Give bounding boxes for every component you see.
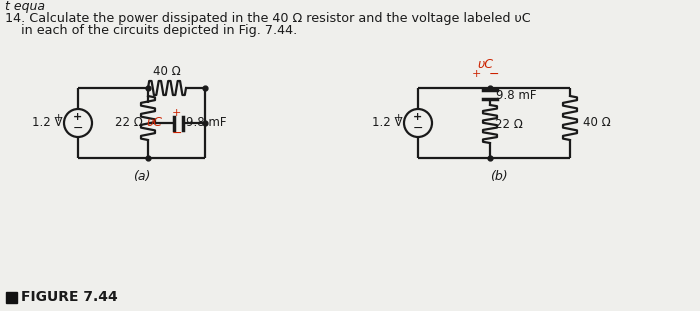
Text: 9.8 mF: 9.8 mF — [186, 117, 227, 129]
Text: −: − — [172, 127, 182, 140]
Text: (b): (b) — [490, 170, 507, 183]
Text: in each of the circuits depicted in Fig. 7.44.: in each of the circuits depicted in Fig.… — [5, 24, 297, 37]
Text: −: − — [73, 122, 83, 135]
Text: (a): (a) — [133, 170, 150, 183]
Text: υC: υC — [146, 117, 162, 129]
Text: υC: υC — [478, 58, 494, 72]
Text: −: − — [413, 122, 424, 135]
Text: t equa: t equa — [5, 0, 45, 13]
Text: −: − — [489, 67, 499, 81]
Text: 40 Ω: 40 Ω — [583, 117, 610, 129]
Text: 1.2 V: 1.2 V — [372, 115, 402, 128]
Text: 14. Calculate the power dissipated in the 40 Ω resistor and the voltage labeled : 14. Calculate the power dissipated in th… — [5, 12, 531, 25]
Text: FIGURE 7.44: FIGURE 7.44 — [21, 290, 118, 304]
Text: +: + — [172, 108, 181, 118]
Text: 22 Ω: 22 Ω — [115, 117, 143, 129]
Text: 22 Ω: 22 Ω — [495, 118, 523, 131]
Text: +: + — [414, 113, 423, 123]
Text: 9.8 mF: 9.8 mF — [496, 89, 536, 102]
Text: 1.2 V: 1.2 V — [32, 115, 62, 128]
Text: +: + — [471, 69, 481, 79]
Bar — [6, 291, 17, 303]
Text: +: + — [393, 113, 402, 123]
Text: +: + — [53, 113, 63, 123]
Text: +: + — [74, 113, 83, 123]
Text: 40 Ω: 40 Ω — [153, 65, 181, 78]
